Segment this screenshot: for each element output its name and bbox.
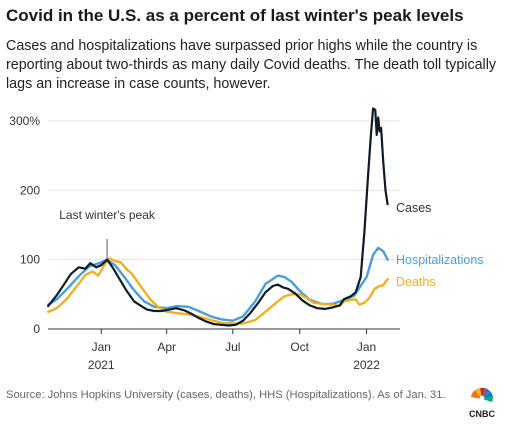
x-tick-year-2021-01-01: 2021	[88, 358, 115, 372]
annotation-label-0: Last winter's peak	[59, 208, 156, 222]
y-tick-label-200: 200	[20, 183, 40, 197]
x-tick-label-2021-10-01: Oct	[290, 340, 309, 354]
series-line-deaths	[47, 257, 389, 325]
y-tick-label-300: 300%	[9, 114, 40, 128]
series-line-cases	[47, 107, 389, 327]
chart-title: Covid in the U.S. as a percent of last w…	[6, 6, 464, 25]
line-chart: 0 100 200 300% Jan 2021 Apr Jul Oct Jan 2022 Last w…	[9, 107, 484, 372]
series-line-hospitalizations	[47, 246, 389, 322]
x-tick-label-2022-01-01: Jan	[357, 340, 376, 354]
y-tick-label-0: 0	[33, 322, 40, 336]
logo-text: CNBC	[469, 409, 495, 419]
y-tick-label-100: 100	[20, 253, 40, 267]
x-tick-label-2021-04-01: Apr	[157, 340, 176, 354]
chart-subtitle: Cases and hospitalizations have surpasse…	[6, 38, 497, 92]
source-note: Source: Johns Hopkins University (cases,…	[6, 389, 446, 401]
x-tick-label-2021-07-01: Jul	[225, 340, 240, 354]
series-label-deaths: Deaths	[396, 275, 436, 289]
series-label-hospitalizations: Hospitalizations	[396, 253, 484, 267]
cnbc-logo-icon: CNBC	[469, 387, 495, 419]
x-tick-year-2022-01-01: 2022	[353, 358, 380, 372]
series-label-cases: Cases	[396, 201, 431, 215]
x-tick-label-2021-01-01: Jan	[92, 340, 111, 354]
